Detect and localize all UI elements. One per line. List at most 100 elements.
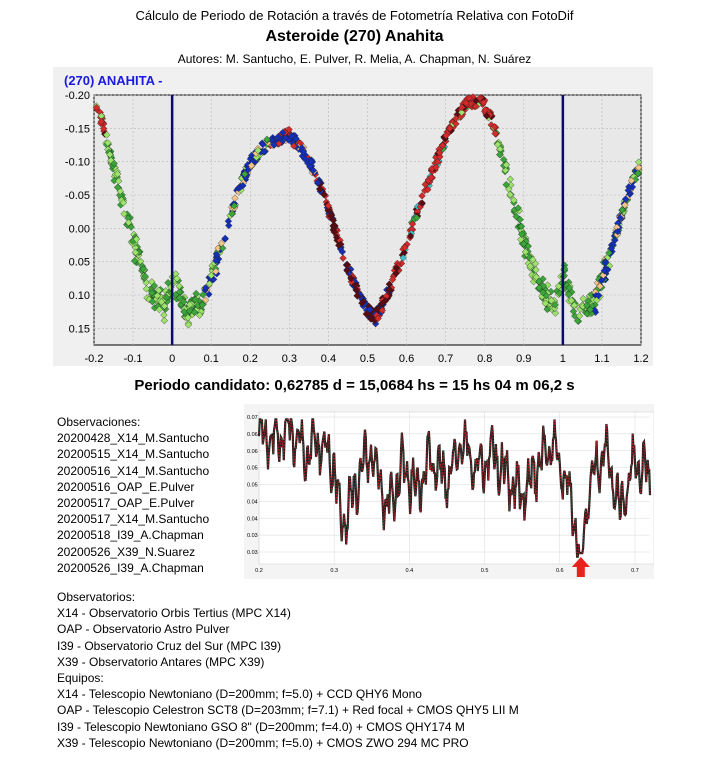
data-point — [358, 299, 366, 307]
y-tick-label: 0.04 — [247, 516, 258, 522]
lightcurve-points — [92, 93, 643, 329]
x-tick-label: 0.9 — [516, 353, 531, 365]
x-tick-label: 0.4 — [321, 353, 336, 365]
data-point — [225, 221, 233, 230]
data-point — [260, 148, 268, 156]
data-point — [541, 299, 550, 307]
data-point — [551, 301, 559, 309]
observation-item: 20200517_OAP_E.Pulver — [57, 495, 195, 510]
observations-heading: Observaciones: — [57, 415, 141, 429]
data-point — [275, 140, 283, 148]
x-tick-label: 0.7 — [438, 353, 453, 365]
data-point — [239, 182, 247, 190]
data-point — [309, 166, 317, 175]
data-point — [432, 163, 440, 171]
data-point — [228, 209, 236, 218]
observatory-item: X14 - Observatorio Orbis Tertius (MPC X1… — [57, 606, 291, 621]
data-point — [413, 207, 422, 216]
x-tick-label: 0.5 — [481, 568, 489, 574]
x-tick-label: 0.6 — [556, 568, 564, 574]
data-point — [124, 214, 132, 222]
data-point — [424, 185, 432, 194]
data-point — [339, 254, 347, 262]
periodogram-line-overlay — [258, 419, 651, 557]
data-point — [521, 248, 530, 256]
data-point — [385, 280, 393, 288]
x-tick-label: 0 — [169, 353, 175, 365]
data-point — [481, 106, 489, 114]
data-point — [506, 190, 514, 199]
data-point — [496, 145, 504, 153]
y-tick-label: 0.05 — [69, 257, 90, 269]
observation-item: 20200526_X39_N.Suarez — [57, 544, 196, 559]
data-point — [421, 180, 429, 189]
data-point — [192, 289, 200, 298]
data-point — [287, 132, 296, 140]
data-point — [385, 286, 393, 294]
data-point — [142, 285, 151, 293]
data-point — [205, 280, 214, 288]
data-point — [279, 128, 287, 137]
data-point — [199, 291, 207, 299]
data-point — [160, 302, 169, 310]
y-tick-label: 0.04 — [247, 499, 258, 505]
y-tick-label: -0.05 — [65, 190, 90, 202]
data-point — [413, 214, 421, 222]
observation-item: 20200516_OAP_E.Pulver — [57, 479, 195, 494]
data-point — [217, 239, 225, 247]
data-point — [517, 230, 526, 238]
x-tick-label: 1.1 — [594, 353, 609, 365]
data-point — [526, 262, 534, 270]
data-point — [124, 218, 133, 227]
periodogram-y-tick-labels: 0.07 0.06 0.06 0.05 0.05 0.04 0.04 0.03 0.03 — [247, 415, 258, 556]
data-point — [388, 275, 397, 284]
data-point — [418, 199, 426, 207]
data-point — [569, 307, 578, 315]
x-tick-label: 0.2 — [255, 568, 263, 574]
data-point — [457, 108, 466, 117]
data-point — [401, 243, 409, 252]
data-point — [332, 233, 341, 241]
data-point — [139, 265, 147, 273]
x-tick-label: 0.3 — [330, 568, 338, 574]
observation-item: 20200526_I39_A.Chapman — [57, 560, 204, 575]
data-point — [532, 266, 540, 274]
data-point — [392, 269, 400, 278]
data-point — [180, 308, 188, 316]
data-point — [171, 291, 180, 299]
data-point — [347, 274, 355, 283]
data-point — [427, 173, 435, 182]
data-point — [458, 103, 466, 112]
data-point — [131, 248, 140, 256]
data-point — [148, 298, 157, 306]
data-point — [570, 301, 578, 309]
data-point — [433, 158, 442, 166]
data-point — [438, 141, 447, 150]
data-point — [247, 161, 256, 170]
observation-item: 20200515_X14_M.Santucho — [57, 447, 210, 462]
data-point — [506, 175, 514, 183]
data-point — [614, 227, 622, 236]
data-point — [92, 104, 101, 112]
data-point — [104, 139, 112, 147]
data-point — [330, 222, 338, 230]
data-point — [155, 305, 164, 314]
x-tick-label: 1.2 — [633, 353, 648, 365]
data-point — [132, 235, 141, 243]
data-point — [594, 291, 603, 300]
data-point — [175, 282, 183, 290]
observatories-list: Observatorios: X14 - Observatorio Orbis … — [57, 589, 519, 751]
x-tick-label: 0.2 — [243, 353, 258, 365]
data-point — [99, 124, 108, 133]
data-point — [164, 279, 172, 287]
lightcurve-y-tick-labels: -0.20 -0.15 -0.10 -0.05 0.00 0.05 0.10 0.15 — [65, 90, 90, 335]
data-point — [212, 267, 220, 276]
data-point — [241, 170, 249, 178]
data-point — [575, 312, 584, 320]
data-point — [472, 97, 480, 105]
data-point — [519, 240, 528, 248]
data-point — [290, 142, 298, 150]
data-point — [314, 178, 322, 187]
data-point — [353, 292, 362, 300]
data-point — [113, 170, 122, 178]
